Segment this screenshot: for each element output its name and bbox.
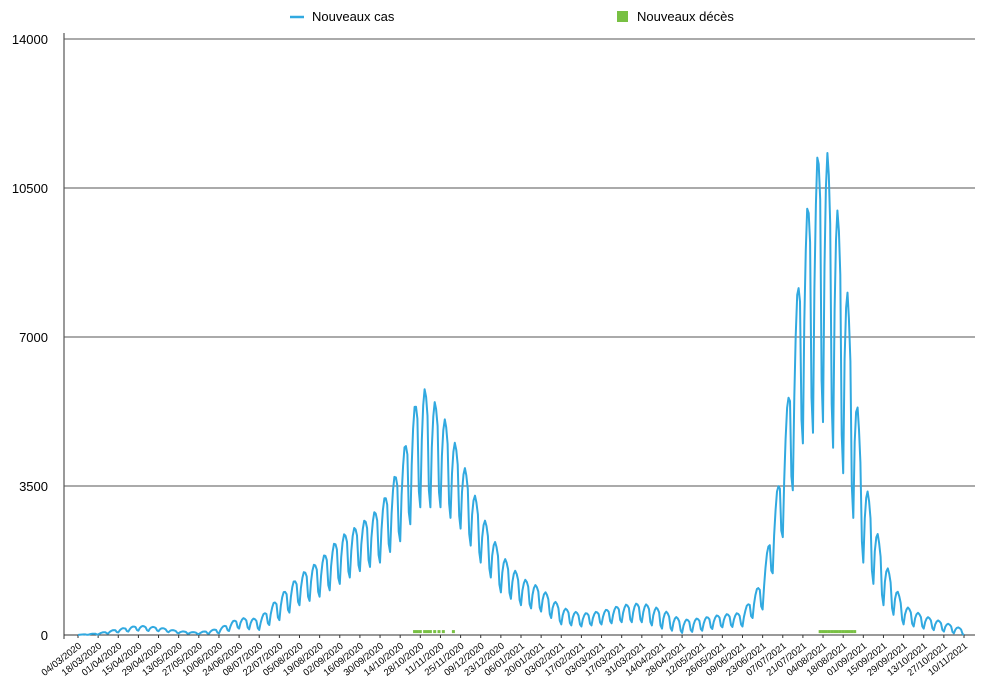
death-marker <box>824 630 828 634</box>
grid-lines <box>63 33 975 639</box>
y-tick-label: 0 <box>41 628 48 643</box>
death-marker <box>833 630 837 634</box>
death-marker <box>830 630 834 634</box>
death-marker <box>437 630 441 634</box>
y-tick-label: 10500 <box>12 181 48 196</box>
legend-deaths-swatch <box>617 11 628 22</box>
y-tick-labels: 0 3500 7000 10500 14000 <box>12 32 48 643</box>
y-tick-label: 7000 <box>19 330 48 345</box>
x-tick-labels: 04/03/202018/03/202001/04/202015/04/2020… <box>40 635 970 679</box>
legend: Nouveaux cas Nouveaux décès <box>290 9 734 24</box>
y-tick-label: 14000 <box>12 32 48 47</box>
y-tick-label: 3500 <box>19 479 48 494</box>
death-marker <box>415 630 419 634</box>
death-marker <box>850 630 854 634</box>
death-marker <box>433 630 437 634</box>
legend-cases-label: Nouveaux cas <box>312 9 395 24</box>
death-marker <box>841 630 845 634</box>
death-marker <box>426 630 430 634</box>
death-marker <box>853 630 857 634</box>
death-marker <box>838 630 842 634</box>
death-marker <box>847 630 851 634</box>
death-marker <box>428 630 432 634</box>
death-marker <box>451 630 455 634</box>
series-line-nouveaux-cas <box>77 152 965 636</box>
death-marker <box>844 630 848 634</box>
death-marker <box>413 630 417 634</box>
legend-deaths-label: Nouveaux décès <box>637 9 734 24</box>
death-marker <box>418 630 422 634</box>
death-marker <box>827 630 831 634</box>
death-marker <box>818 630 822 634</box>
series-layer <box>77 152 965 636</box>
death-marker <box>423 630 427 634</box>
death-marker <box>441 630 445 634</box>
death-marker <box>835 630 839 634</box>
death-marker <box>821 630 825 634</box>
